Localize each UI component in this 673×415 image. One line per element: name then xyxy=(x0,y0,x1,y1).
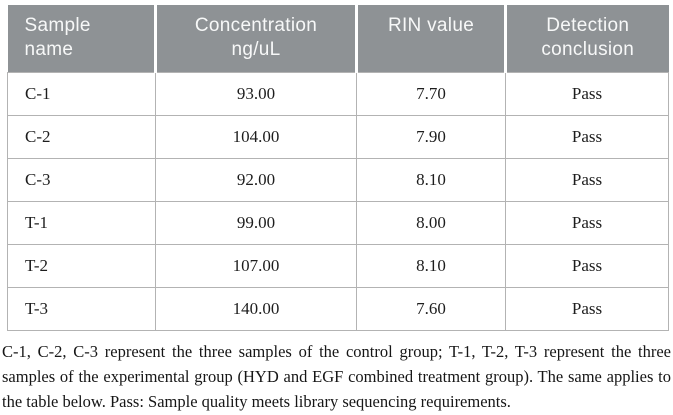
cell-concentration: 93.00 xyxy=(155,71,357,116)
table-row: C-2 104.00 7.90 Pass xyxy=(7,114,669,159)
cell-sample: C-1 xyxy=(7,71,156,116)
cell-concentration: 104.00 xyxy=(155,114,357,159)
cell-rin: 8.10 xyxy=(356,157,506,202)
cell-concentration: 92.00 xyxy=(155,157,357,202)
header-concentration: Concentration ng/uL xyxy=(154,5,357,72)
table-row: T-2 107.00 8.10 Pass xyxy=(7,243,669,288)
cell-rin: 8.10 xyxy=(356,243,506,288)
header-sample-name: Sample name xyxy=(7,5,156,72)
cell-conclusion: Pass xyxy=(505,114,669,159)
cell-rin: 7.70 xyxy=(356,71,506,116)
table-row: T-3 140.00 7.60 Pass xyxy=(7,286,669,331)
cell-rin: 7.60 xyxy=(356,286,506,331)
header-text: ng/uL xyxy=(231,39,281,60)
cell-rin: 7.90 xyxy=(356,114,506,159)
cell-concentration: 99.00 xyxy=(155,200,357,245)
table-row: C-3 92.00 8.10 Pass xyxy=(7,157,669,202)
cell-concentration: 107.00 xyxy=(155,243,357,288)
cell-conclusion: Pass xyxy=(505,157,669,202)
header-detection-conclusion: Detection conclusion xyxy=(504,5,669,72)
cell-sample: C-2 xyxy=(7,114,156,159)
header-text: name xyxy=(24,39,74,60)
cell-sample: T-1 xyxy=(7,200,156,245)
cell-sample: T-3 xyxy=(7,286,156,331)
cell-concentration: 140.00 xyxy=(155,286,357,331)
header-text: Detection xyxy=(546,15,630,36)
table-header-row: Sample name Concentration ng/uL RIN valu… xyxy=(7,5,669,72)
header-text: RIN value xyxy=(387,15,475,36)
cell-conclusion: Pass xyxy=(505,200,669,245)
cell-rin: 8.00 xyxy=(356,200,506,245)
cell-conclusion: Pass xyxy=(505,243,669,288)
cell-conclusion: Pass xyxy=(505,71,669,116)
table-row: C-1 93.00 7.70 Pass xyxy=(7,71,669,116)
table-footnote: C-1, C-2, C-3 represent the three sample… xyxy=(2,342,671,411)
header-text: Sample xyxy=(24,15,91,36)
header-text: Concentration xyxy=(194,15,318,36)
header-rin-value: RIN value xyxy=(355,5,506,72)
sample-qc-table: Sample name Concentration ng/uL RIN valu… xyxy=(7,5,669,331)
cell-sample: C-3 xyxy=(7,157,156,202)
table-row: T-1 99.00 8.00 Pass xyxy=(7,200,669,245)
header-text: conclusion xyxy=(541,39,635,60)
cell-conclusion: Pass xyxy=(505,286,669,331)
cell-sample: T-2 xyxy=(7,243,156,288)
